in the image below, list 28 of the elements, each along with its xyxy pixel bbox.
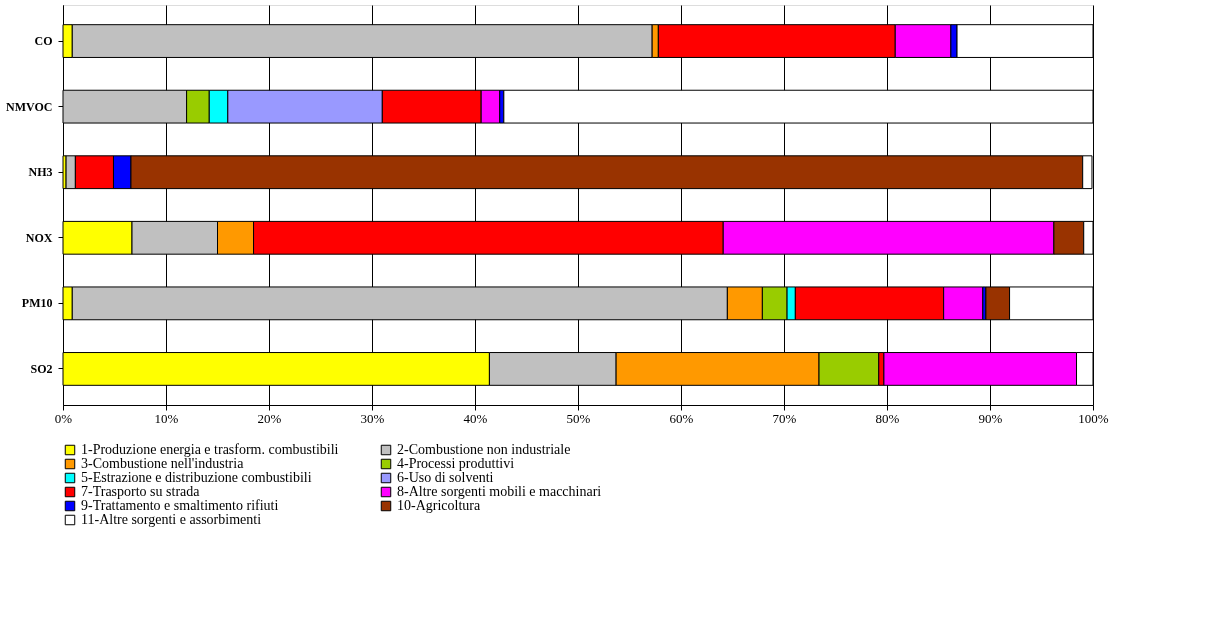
x-tick-label: 60% (669, 410, 694, 426)
y-tick-label: NMVOC (6, 99, 53, 114)
legend-label: 5-Estrazione e distribuzione combustibili (81, 470, 312, 485)
legend-label: 3-Combustione nell'industria (81, 456, 245, 471)
y-tick-label: NH3 (28, 165, 53, 180)
x-tick-label: 50% (566, 410, 591, 426)
legend-label: 11-Altre sorgenti e assorbimenti (81, 512, 262, 527)
legend-label: 7-Trasporto su strada (81, 484, 201, 499)
y-tick-label: SO2 (30, 361, 53, 376)
y-tick-label: NOX (25, 230, 53, 245)
y-tick-label: PM10 (21, 296, 53, 311)
x-tick-label: 30% (360, 410, 385, 426)
y-tick-label: CO (34, 34, 53, 49)
x-tick-label: 100% (1078, 410, 1109, 426)
legend-label: 4-Processi produttivi (397, 456, 515, 471)
legend-label: 2-Combustione non industriale (397, 442, 571, 457)
x-tick-label: 80% (875, 410, 900, 426)
x-tick-label: 40% (463, 410, 488, 426)
x-tick-label: 90% (978, 410, 1003, 426)
x-tick-label: 0% (54, 410, 73, 426)
legend-label: 6-Uso di solventi (397, 470, 494, 485)
x-tick-label: 10% (154, 410, 179, 426)
legend-label: 8-Altre sorgenti mobili e macchinari (397, 484, 602, 499)
x-tick-label: 70% (772, 410, 797, 426)
x-tick-label: 20% (257, 410, 282, 426)
legend-label: 10-Agricoltura (397, 498, 481, 513)
legend-label: 9-Trattamento e smaltimento rifiuti (81, 498, 279, 513)
legend-label: 1-Produzione energia e trasform. combustibili (81, 442, 339, 457)
